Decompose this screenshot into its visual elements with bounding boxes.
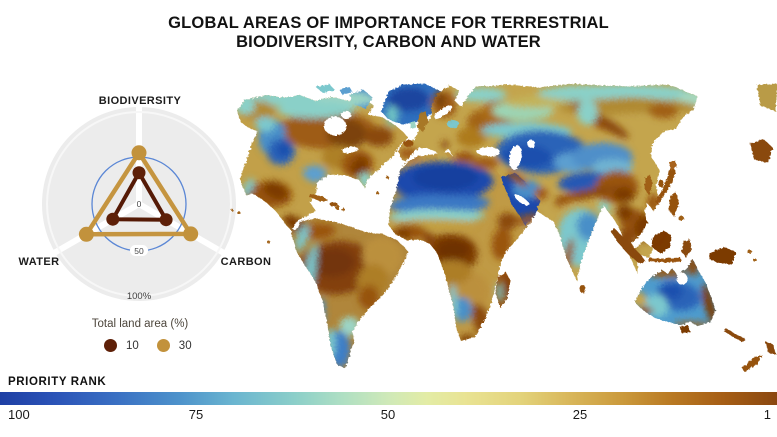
series-10-triangle [110,170,169,222]
legend-dot-10-icon [104,339,117,352]
axis-label-water: WATER [18,256,60,268]
series-30-triangle [84,150,193,237]
series-10-vertex-dots [106,166,173,227]
ring-50-label: 50 [134,246,144,256]
title-line-2: BIODIVERSITY, CARBON AND WATER [236,33,541,51]
series-30-vertex-dots [78,145,199,242]
title-line-1: GLOBAL AREAS OF IMPORTANCE FOR TERRESTRI… [168,14,609,32]
colorbar-label: PRIORITY RANK [8,376,107,388]
axis-label-carbon: CARBON [220,256,272,268]
colorbar-tick-1: 1 [763,407,771,422]
outer-ring [46,111,232,297]
map-land-layer [231,84,777,372]
legend-value-30: 30 [178,339,192,352]
radar-chart: 0 50 100% [10,85,270,315]
world-map-svg [231,84,777,372]
legend-title: Total land area (%) [91,318,189,330]
legend-dot-30-icon [156,339,170,352]
ring-50-label-pill [130,245,148,256]
legend-value-10: 10 [126,339,139,352]
world-map [197,82,777,378]
axis-label-biodiversity: BIODIVERSITY [98,95,182,107]
ring-100-label: 100% [127,291,152,302]
priority-rank-colorbar [0,392,777,405]
radar-svg: 0 50 100% [42,105,236,302]
page-title: GLOBAL AREAS OF IMPORTANCE FOR TERRESTRI… [0,14,777,52]
colorbar-tick-100: 100 [8,407,30,422]
ring-0-label: 0 [137,199,142,209]
colorbar-tick-25: 25 [572,407,588,422]
colorbar-tick-75: 75 [188,407,204,422]
land-area-legend: 10 30 [104,339,192,352]
colorbar-tick-50: 50 [380,407,396,422]
